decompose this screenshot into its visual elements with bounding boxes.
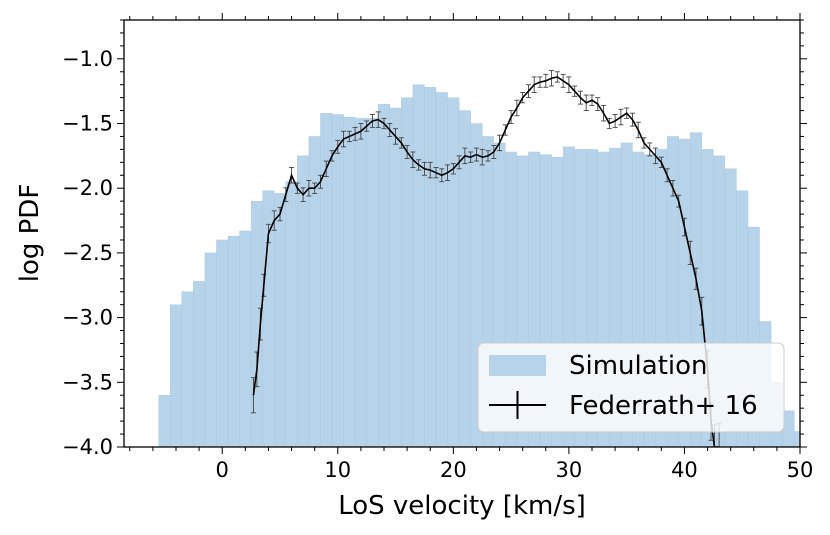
legend-label-federrath: Federrath+ 16 bbox=[569, 391, 758, 421]
histogram-bar bbox=[285, 181, 298, 447]
histogram-bar bbox=[227, 235, 240, 447]
legend-label-simulation: Simulation bbox=[569, 351, 708, 381]
y-axis-label: log PDF bbox=[15, 184, 45, 283]
histogram-bar bbox=[354, 118, 367, 447]
x-tick-label: 50 bbox=[787, 458, 814, 482]
federrath-line bbox=[252, 76, 720, 447]
histogram-bar bbox=[412, 84, 425, 447]
x-tick-label: 20 bbox=[440, 458, 467, 482]
histogram-bar bbox=[204, 252, 217, 447]
x-tick-label: 30 bbox=[556, 458, 583, 482]
x-tick-label: 40 bbox=[671, 458, 698, 482]
y-tick-label: −2.0 bbox=[62, 176, 113, 200]
y-tick-label: −2.5 bbox=[62, 241, 113, 265]
histogram-bar bbox=[216, 239, 229, 447]
legend-box bbox=[477, 342, 785, 433]
histogram-bar bbox=[447, 97, 460, 447]
plot-frame bbox=[123, 19, 801, 448]
y-tick-label: −1.5 bbox=[62, 112, 113, 136]
x-tick-label: 10 bbox=[324, 458, 351, 482]
histogram-bar bbox=[193, 281, 206, 447]
histogram-bar bbox=[331, 114, 344, 447]
histogram-bar bbox=[378, 103, 390, 447]
legend: Simulation Federrath+ 16 bbox=[477, 342, 785, 433]
histogram-bar bbox=[424, 87, 437, 447]
histogram-bar bbox=[389, 107, 402, 447]
y-tick-label: −3.5 bbox=[62, 370, 113, 394]
histogram-bar bbox=[181, 291, 194, 447]
x-tick-label: 0 bbox=[216, 458, 229, 482]
histogram-bar bbox=[158, 395, 171, 447]
histogram-bar bbox=[170, 304, 182, 447]
histogram-bar bbox=[343, 116, 356, 447]
histogram-bar bbox=[435, 92, 448, 447]
y-tick-label: −4.0 bbox=[62, 435, 113, 459]
y-tick-label: −1.0 bbox=[62, 47, 113, 71]
histogram-bar bbox=[366, 118, 379, 447]
histogram-bar bbox=[274, 193, 286, 447]
y-tick-label: −3.0 bbox=[62, 306, 113, 330]
axis-ticks: 0 10 20 30 40 50 −4.0 −3.5 −3.0 −2.5 −2.0 −1.5 −1.0 bbox=[62, 13, 813, 482]
legend-swatch-simulation bbox=[489, 355, 546, 376]
histogram-bar bbox=[239, 230, 252, 447]
x-axis-label: LoS velocity [km/s] bbox=[338, 491, 586, 521]
